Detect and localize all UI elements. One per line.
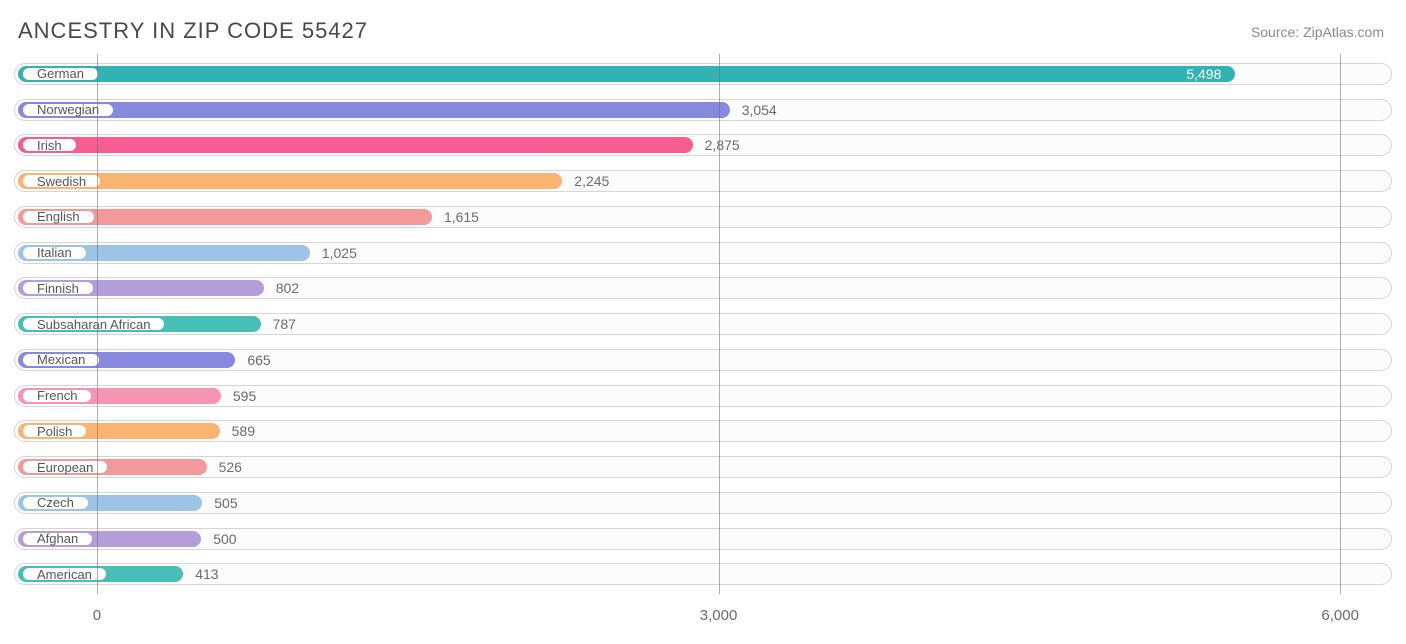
bar-row: Subsaharan African 787 [14, 306, 1392, 342]
category-pill: German [21, 66, 100, 82]
category-pill: American [21, 566, 108, 582]
bar-row: English 1,615 [14, 199, 1392, 235]
value-label: 802 [276, 280, 299, 296]
bar [18, 102, 730, 118]
chart-source: Source: ZipAtlas.com [1251, 24, 1384, 40]
gridline [719, 54, 720, 594]
value-label: 589 [232, 423, 255, 439]
value-label: 505 [214, 495, 237, 511]
bar-track: Norwegian 3,054 [14, 99, 1392, 121]
category-pill: Polish [21, 423, 88, 439]
x-tick-label: 6,000 [1321, 607, 1359, 624]
bar-row: Norwegian 3,054 [14, 92, 1392, 128]
bar-track: Mexican 665 [14, 349, 1392, 371]
bar-track: Irish 2,875 [14, 134, 1392, 156]
gridline [97, 54, 98, 594]
value-label: 3,054 [742, 102, 777, 118]
category-pill: Subsaharan African [21, 316, 166, 332]
bar-track: Polish 589 [14, 420, 1392, 442]
bar-track: 5,498 German [14, 63, 1392, 85]
bar-track: Subsaharan African 787 [14, 313, 1392, 335]
value-label: 526 [219, 459, 242, 475]
bar-row: 5,498 German [14, 56, 1392, 92]
value-label: 1,615 [444, 209, 479, 225]
category-pill: Afghan [21, 531, 94, 547]
bar-row: Italian 1,025 [14, 235, 1392, 271]
chart-title: ANCESTRY IN ZIP CODE 55427 [18, 18, 368, 44]
category-pill: Irish [21, 137, 78, 153]
bar-track: American 413 [14, 563, 1392, 585]
bar-row: Swedish 2,245 [14, 163, 1392, 199]
x-tick-label: 3,000 [700, 607, 738, 624]
gridline [1340, 54, 1341, 594]
x-axis: 0 3,000 6,000 [14, 594, 1392, 624]
category-pill: Italian [21, 245, 88, 261]
bar-track: Finnish 802 [14, 277, 1392, 299]
bar-track: Italian 1,025 [14, 242, 1392, 264]
bar-track: Afghan 500 [14, 528, 1392, 550]
bar-track: Swedish 2,245 [14, 170, 1392, 192]
category-pill: Mexican [21, 352, 101, 368]
value-label: 5,498 [1186, 66, 1221, 82]
bar-row: Polish 589 [14, 414, 1392, 450]
bar-track: English 1,615 [14, 206, 1392, 228]
bar-row: Finnish 802 [14, 271, 1392, 307]
category-pill: English [21, 209, 96, 225]
bar-row: Irish 2,875 [14, 128, 1392, 164]
value-label: 1,025 [322, 245, 357, 261]
bar-row: French 595 [14, 378, 1392, 414]
value-label: 787 [273, 316, 296, 332]
category-pill: Czech [21, 495, 90, 511]
value-label: 2,875 [705, 137, 740, 153]
bar-row: European526 [14, 449, 1392, 485]
x-tick-label: 0 [93, 607, 101, 624]
bar-row: American 413 [14, 557, 1392, 593]
category-pill: Finnish [21, 280, 95, 296]
value-label: 413 [195, 566, 218, 582]
value-label: 2,245 [574, 173, 609, 189]
value-label: 500 [213, 531, 236, 547]
bar: 5,498 [18, 66, 1235, 82]
category-pill: French [21, 388, 93, 404]
category-pill: Norwegian [21, 102, 115, 118]
bar-row: Mexican 665 [14, 342, 1392, 378]
chart-plot: 5,498 German Norwegian 3,054 Irish 2,875 Swedi… [14, 54, 1392, 594]
bar-track: Czech 505 [14, 492, 1392, 514]
bar [18, 137, 693, 153]
chart-area: 5,498 German Norwegian 3,054 Irish 2,875 Swedi… [14, 54, 1392, 624]
value-label: 595 [233, 388, 256, 404]
value-label: 665 [247, 352, 270, 368]
bar-track: French 595 [14, 385, 1392, 407]
category-pill: Swedish [21, 173, 102, 189]
bar-row: Czech 505 [14, 485, 1392, 521]
bar-track: European526 [14, 456, 1392, 478]
bar-row: Afghan 500 [14, 521, 1392, 557]
